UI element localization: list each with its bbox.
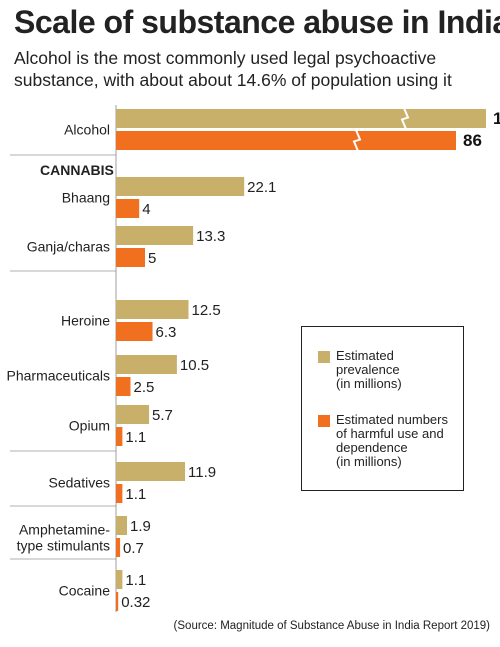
value-label-prevalence: 12.5 xyxy=(192,302,221,319)
bar-prevalence xyxy=(116,405,150,424)
value-label-prevalence: 160 xyxy=(493,109,500,128)
value-label-harmful: 1.1 xyxy=(125,486,146,503)
value-label-prevalence: 11.9 xyxy=(188,464,216,481)
category-label: Amphetamine- xyxy=(19,522,110,538)
bar-harmful xyxy=(116,427,123,446)
value-label-prevalence: 10.5 xyxy=(180,357,209,374)
legend-label-prevalence: Estimated prevalence (in millions) xyxy=(336,348,402,391)
bar-prevalence xyxy=(116,570,123,589)
value-label-harmful: 6.3 xyxy=(156,324,177,341)
legend: Estimated prevalence (in millions) Estimat… xyxy=(301,326,464,491)
bar-prevalence xyxy=(116,226,194,245)
value-label-harmful: 0.32 xyxy=(121,594,150,611)
axis-break-mark xyxy=(400,107,410,130)
bar-harmful xyxy=(116,592,119,611)
value-label-harmful: 5 xyxy=(148,250,156,267)
category-label: Heroine xyxy=(61,313,110,329)
value-label-prevalence: 1.1 xyxy=(125,572,146,589)
category-label: Pharmaceuticals xyxy=(7,368,111,384)
bar-prevalence xyxy=(116,109,486,128)
bar-prevalence xyxy=(116,177,245,196)
value-label-harmful: 1.1 xyxy=(125,429,146,446)
value-label-harmful: 0.7 xyxy=(123,540,144,557)
bar-prevalence xyxy=(116,300,189,319)
legend-swatch-prevalence xyxy=(318,351,330,363)
bar-harmful xyxy=(116,322,153,341)
category-label: Alcohol xyxy=(64,122,110,138)
source-note: (Source: Magnitude of Substance Abuse in… xyxy=(173,620,490,632)
bar-harmful xyxy=(116,199,140,218)
bar-prevalence xyxy=(116,516,128,535)
bar-prevalence xyxy=(116,355,177,374)
category-label: Bhaang xyxy=(62,190,110,206)
group-label-opioid: OPIOID xyxy=(40,0,89,3)
value-label-prevalence: 13.3 xyxy=(196,228,225,245)
bar-harmful xyxy=(116,538,121,557)
legend-label-harmful: Estimated numbers of harmful use and depen… xyxy=(336,412,448,469)
group-label-cannabis: CANNABIS xyxy=(40,162,114,178)
value-label-harmful: 86 xyxy=(463,131,482,150)
category-label: Sedatives xyxy=(49,475,110,491)
value-label-prevalence: 5.7 xyxy=(152,407,173,424)
bar-harmful xyxy=(116,377,131,396)
bar-harmful xyxy=(116,248,145,267)
bar-harmful xyxy=(116,484,123,503)
category-label: Cocaine xyxy=(59,583,111,599)
bar-harmful xyxy=(116,131,456,150)
value-label-prevalence: 22.1 xyxy=(247,179,276,196)
bar-prevalence xyxy=(116,462,186,481)
axis-break-mark xyxy=(352,129,362,152)
category-label: Opium xyxy=(69,418,110,434)
category-label: type stimulants xyxy=(17,538,110,554)
chart-subtitle: Alcohol is the most commonly used legal … xyxy=(14,48,452,90)
value-label-harmful: 2.5 xyxy=(134,379,155,396)
legend-swatch-harmful xyxy=(318,415,330,427)
value-label-prevalence: 1.9 xyxy=(130,518,151,535)
value-label-harmful: 4 xyxy=(142,201,150,218)
chart-title: Scale of substance abuse in India xyxy=(14,4,500,40)
category-label: Ganja/charas xyxy=(27,239,110,255)
